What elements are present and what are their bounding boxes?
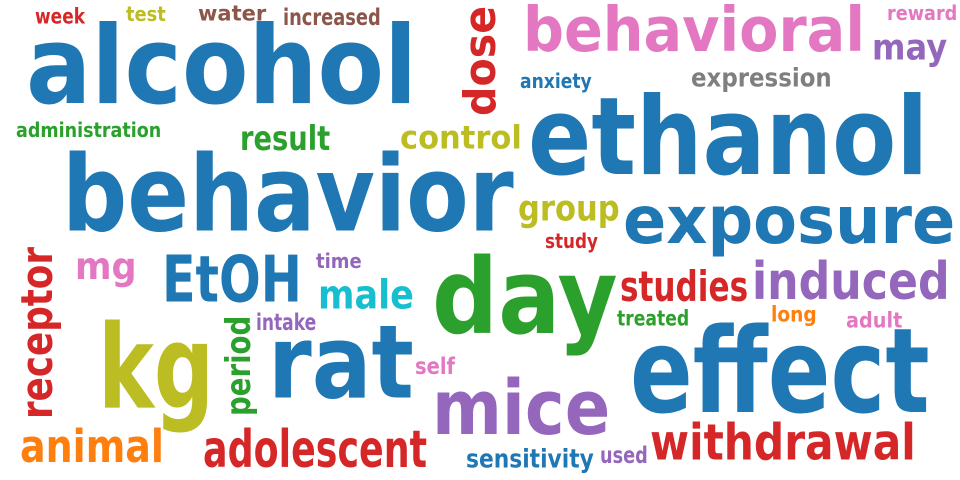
word-withdrawal: withdrawal <box>650 413 916 472</box>
word-sensitivity: sensitivity <box>466 443 594 474</box>
word-rat: rat <box>268 304 414 423</box>
word-mice: mice <box>432 364 611 453</box>
word-may: may <box>872 25 948 69</box>
word-anxiety: anxiety <box>520 69 592 93</box>
word-result: result <box>240 119 331 159</box>
word-behavior: behavior <box>62 133 514 256</box>
word-dose: dose <box>454 5 506 116</box>
word-ethanol: ethanol <box>528 74 929 200</box>
word-group: group <box>518 186 620 230</box>
word-week: week <box>35 3 85 29</box>
word-adult: adult <box>846 307 903 333</box>
word-receptor: receptor <box>11 247 63 419</box>
word-used: used <box>600 441 648 469</box>
word-time: time <box>316 249 362 273</box>
word-male: male <box>318 271 414 319</box>
word-behavioral: behavioral <box>523 0 865 66</box>
word-studies: studies <box>620 263 749 312</box>
word-administration: administration <box>16 118 162 142</box>
word-adolescent: adolescent <box>203 420 428 480</box>
word-water: water <box>198 0 267 26</box>
word-long: long <box>771 301 817 327</box>
word-treated: treated <box>617 305 690 331</box>
word-effect: effect <box>630 302 930 440</box>
word-day: day <box>432 236 618 358</box>
word-kg: kg <box>98 300 215 436</box>
word-exposure: exposure <box>623 182 956 259</box>
word-animal: animal <box>20 420 164 474</box>
word-mg: mg <box>75 244 137 289</box>
word-intake: intake <box>256 308 317 336</box>
word-etoh: EtOH <box>162 242 302 317</box>
word-control: control <box>400 119 522 157</box>
word-alcohol: alcohol <box>26 3 418 129</box>
word-test: test <box>126 2 166 26</box>
word-expression: expression <box>691 62 832 93</box>
word-increased: increased <box>283 3 381 31</box>
word-induced: induced <box>752 252 950 312</box>
word-self: self <box>415 352 455 380</box>
word-period: period <box>219 315 259 416</box>
word-study: study <box>545 229 598 253</box>
word-reward: reward <box>887 1 958 25</box>
